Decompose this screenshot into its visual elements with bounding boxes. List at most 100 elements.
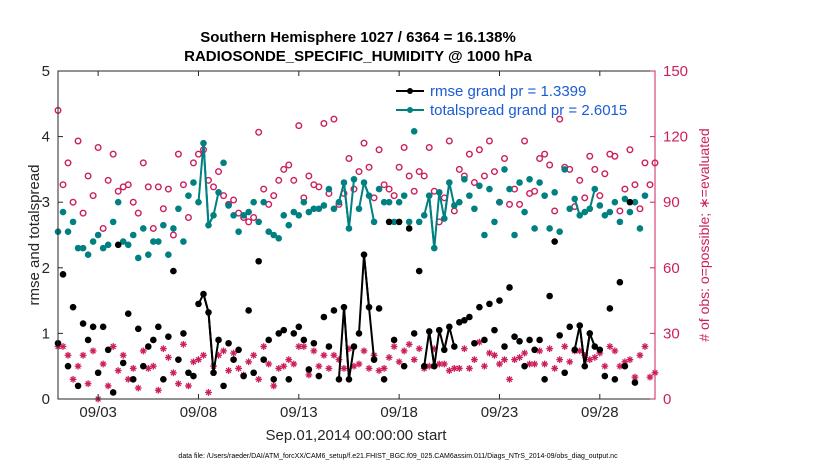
totalspread-point <box>180 238 187 245</box>
rmse-point <box>220 382 227 390</box>
totalspread-point <box>170 225 177 232</box>
rmse-point <box>420 362 428 370</box>
totalspread-point <box>616 218 624 226</box>
obs-evaluated-point <box>265 360 273 368</box>
obs-possible-point <box>179 181 187 189</box>
rmse-point <box>566 323 574 331</box>
rmse-point <box>265 336 273 344</box>
obs-evaluated-point <box>611 347 619 355</box>
totalspread-point <box>511 231 518 239</box>
totalspread-point <box>471 205 478 213</box>
obs-evaluated-point <box>300 343 308 350</box>
chart-title-line2: RADIOSONDE_SPECIFIC_HUMIDITY @ 1000 hPa <box>184 48 532 65</box>
obs-possible-point <box>425 144 433 152</box>
rmse-point <box>109 389 117 396</box>
rmse-point <box>335 376 343 383</box>
totalspread-point <box>250 198 257 206</box>
rmse-point <box>601 372 609 380</box>
legend-rmse-marker <box>407 88 413 94</box>
obs-evaluated-point <box>445 367 453 374</box>
rmse-point <box>310 339 318 347</box>
rmse-point <box>185 369 192 377</box>
totalspread-point <box>571 195 579 203</box>
totalspread-point <box>190 179 197 186</box>
totalspread-point <box>104 241 112 249</box>
obs-evaluated-point <box>375 367 383 374</box>
y-left-tick-label: 0 <box>42 391 50 408</box>
totalspread-point <box>551 189 558 196</box>
plot-background <box>58 71 655 399</box>
x-tick-label: 09/03 <box>79 404 117 421</box>
obs-evaluated-point <box>144 364 152 372</box>
totalspread-point <box>215 189 222 196</box>
obs-evaluated-point <box>84 380 92 388</box>
rmse-point <box>330 307 338 314</box>
rmse-point <box>541 376 548 383</box>
obs-possible-point <box>420 172 428 180</box>
rmse-point <box>481 336 488 344</box>
obs-evaluated-point <box>180 340 187 348</box>
totalspread-point <box>581 208 589 216</box>
obs-possible-point <box>415 168 423 176</box>
totalspread-point <box>380 198 388 206</box>
totalspread-point <box>385 198 393 206</box>
rmse-point <box>516 337 523 345</box>
totalspread-point <box>59 208 67 216</box>
obs-possible-point <box>149 224 157 232</box>
obs-evaluated-point <box>129 364 137 372</box>
obs-evaluated-point <box>465 364 473 372</box>
rmse-point <box>471 339 478 347</box>
totalspread-point <box>541 192 548 199</box>
rmse-point <box>104 346 112 354</box>
totalspread-point <box>74 244 82 252</box>
totalspread-point <box>365 192 373 199</box>
rmse-point <box>74 382 82 390</box>
rmse-point <box>205 309 212 316</box>
obs-possible-point <box>410 187 418 195</box>
obs-possible-point <box>475 146 483 154</box>
totalspread-point <box>375 185 383 193</box>
totalspread-point <box>521 208 528 216</box>
obs-possible-point <box>79 209 87 217</box>
obs-evaluated-point <box>275 364 283 372</box>
legend-spread-marker <box>407 107 413 113</box>
totalspread-point <box>566 205 574 213</box>
obs-evaluated-point <box>139 347 147 355</box>
obs-evaluated-point <box>340 364 348 372</box>
obs-possible-point <box>646 181 654 189</box>
rmse-point <box>245 307 252 314</box>
rmse-point <box>571 346 579 354</box>
totalspread-point <box>456 198 463 206</box>
rmse-point <box>380 376 388 383</box>
obs-possible-point <box>89 192 97 200</box>
obs-possible-point <box>139 159 147 167</box>
obs-evaluated-point <box>190 358 197 366</box>
totalspread-series <box>54 128 649 262</box>
x-tick-label: 09/23 <box>481 404 519 421</box>
rmse-point <box>405 225 413 232</box>
rmse-point <box>180 330 187 337</box>
y-right-tick-label: 60 <box>663 260 680 277</box>
obs-possible-point <box>94 144 102 152</box>
obs-possible-point <box>596 192 604 200</box>
totalspread-point <box>420 212 428 219</box>
x-axis: 09/03 09/08 09/13 09/18 09/23 09/28 <box>79 71 619 421</box>
legend: rmse grand pr = 1.3399 totalspread grand… <box>396 83 627 119</box>
rmse-point <box>145 343 152 350</box>
totalspread-point <box>175 205 182 213</box>
rmse-point <box>225 339 232 347</box>
y-left-tick-label: 2 <box>42 260 50 277</box>
totalspread-point <box>210 212 217 219</box>
obs-evaluated-point <box>405 340 413 348</box>
obs-possible-point <box>516 200 524 208</box>
obs-evaluated-point <box>400 347 408 355</box>
obs-evaluated-point <box>516 354 523 361</box>
obs-evaluated-point <box>631 373 639 381</box>
rmse-point <box>230 356 237 363</box>
totalspread-point <box>410 128 418 135</box>
rmse-point <box>410 330 418 337</box>
obs-evaluated-point <box>79 351 87 359</box>
totalspread-point <box>84 251 92 258</box>
obs-evaluated-point <box>586 356 594 364</box>
obs-evaluated-point <box>99 360 107 368</box>
